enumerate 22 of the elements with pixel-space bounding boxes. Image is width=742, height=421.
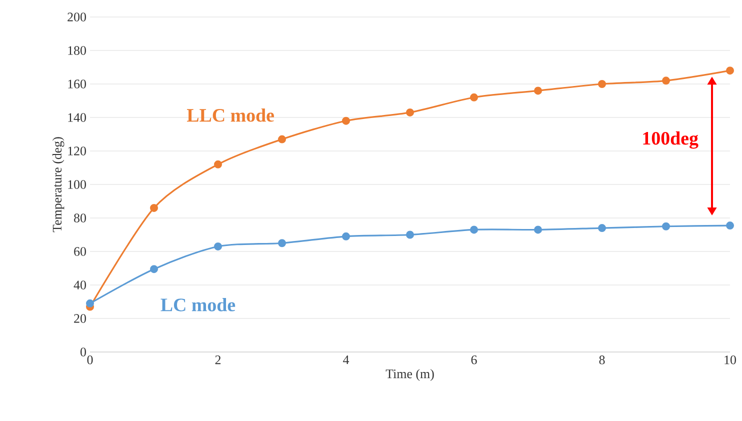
y-tick-label: 140 — [68, 113, 86, 122]
y-axis-title: Temperature (deg) — [52, 137, 64, 232]
y-tick-label: 60 — [74, 247, 86, 256]
x-tick-label: 2 — [215, 356, 221, 364]
y-tick-label: 180 — [68, 46, 86, 55]
y-tick-label: 200 — [68, 12, 86, 22]
y-tick-label: 120 — [68, 146, 86, 156]
x-tick-label: 4 — [343, 356, 350, 364]
x-tick-label: 8 — [599, 356, 605, 364]
x-tick-label: 0 — [87, 356, 93, 364]
y-tick-label: 160 — [68, 80, 86, 88]
annotation: 100deg — [643, 131, 698, 149]
y-tick-label: 80 — [74, 214, 86, 222]
x-tick-label: 10 — [724, 356, 736, 364]
series-label: LLC mode — [186, 108, 274, 122]
y-tick-label: 100 — [68, 180, 86, 189]
x-axis-title: Time (m) — [386, 369, 434, 381]
y-tick-label: 0 — [80, 348, 86, 356]
y-tick-label: 40 — [74, 280, 86, 290]
series-label: LC mode — [160, 298, 236, 312]
y-tick-label: 20 — [74, 314, 86, 323]
x-tick-label: 6 — [471, 356, 477, 364]
